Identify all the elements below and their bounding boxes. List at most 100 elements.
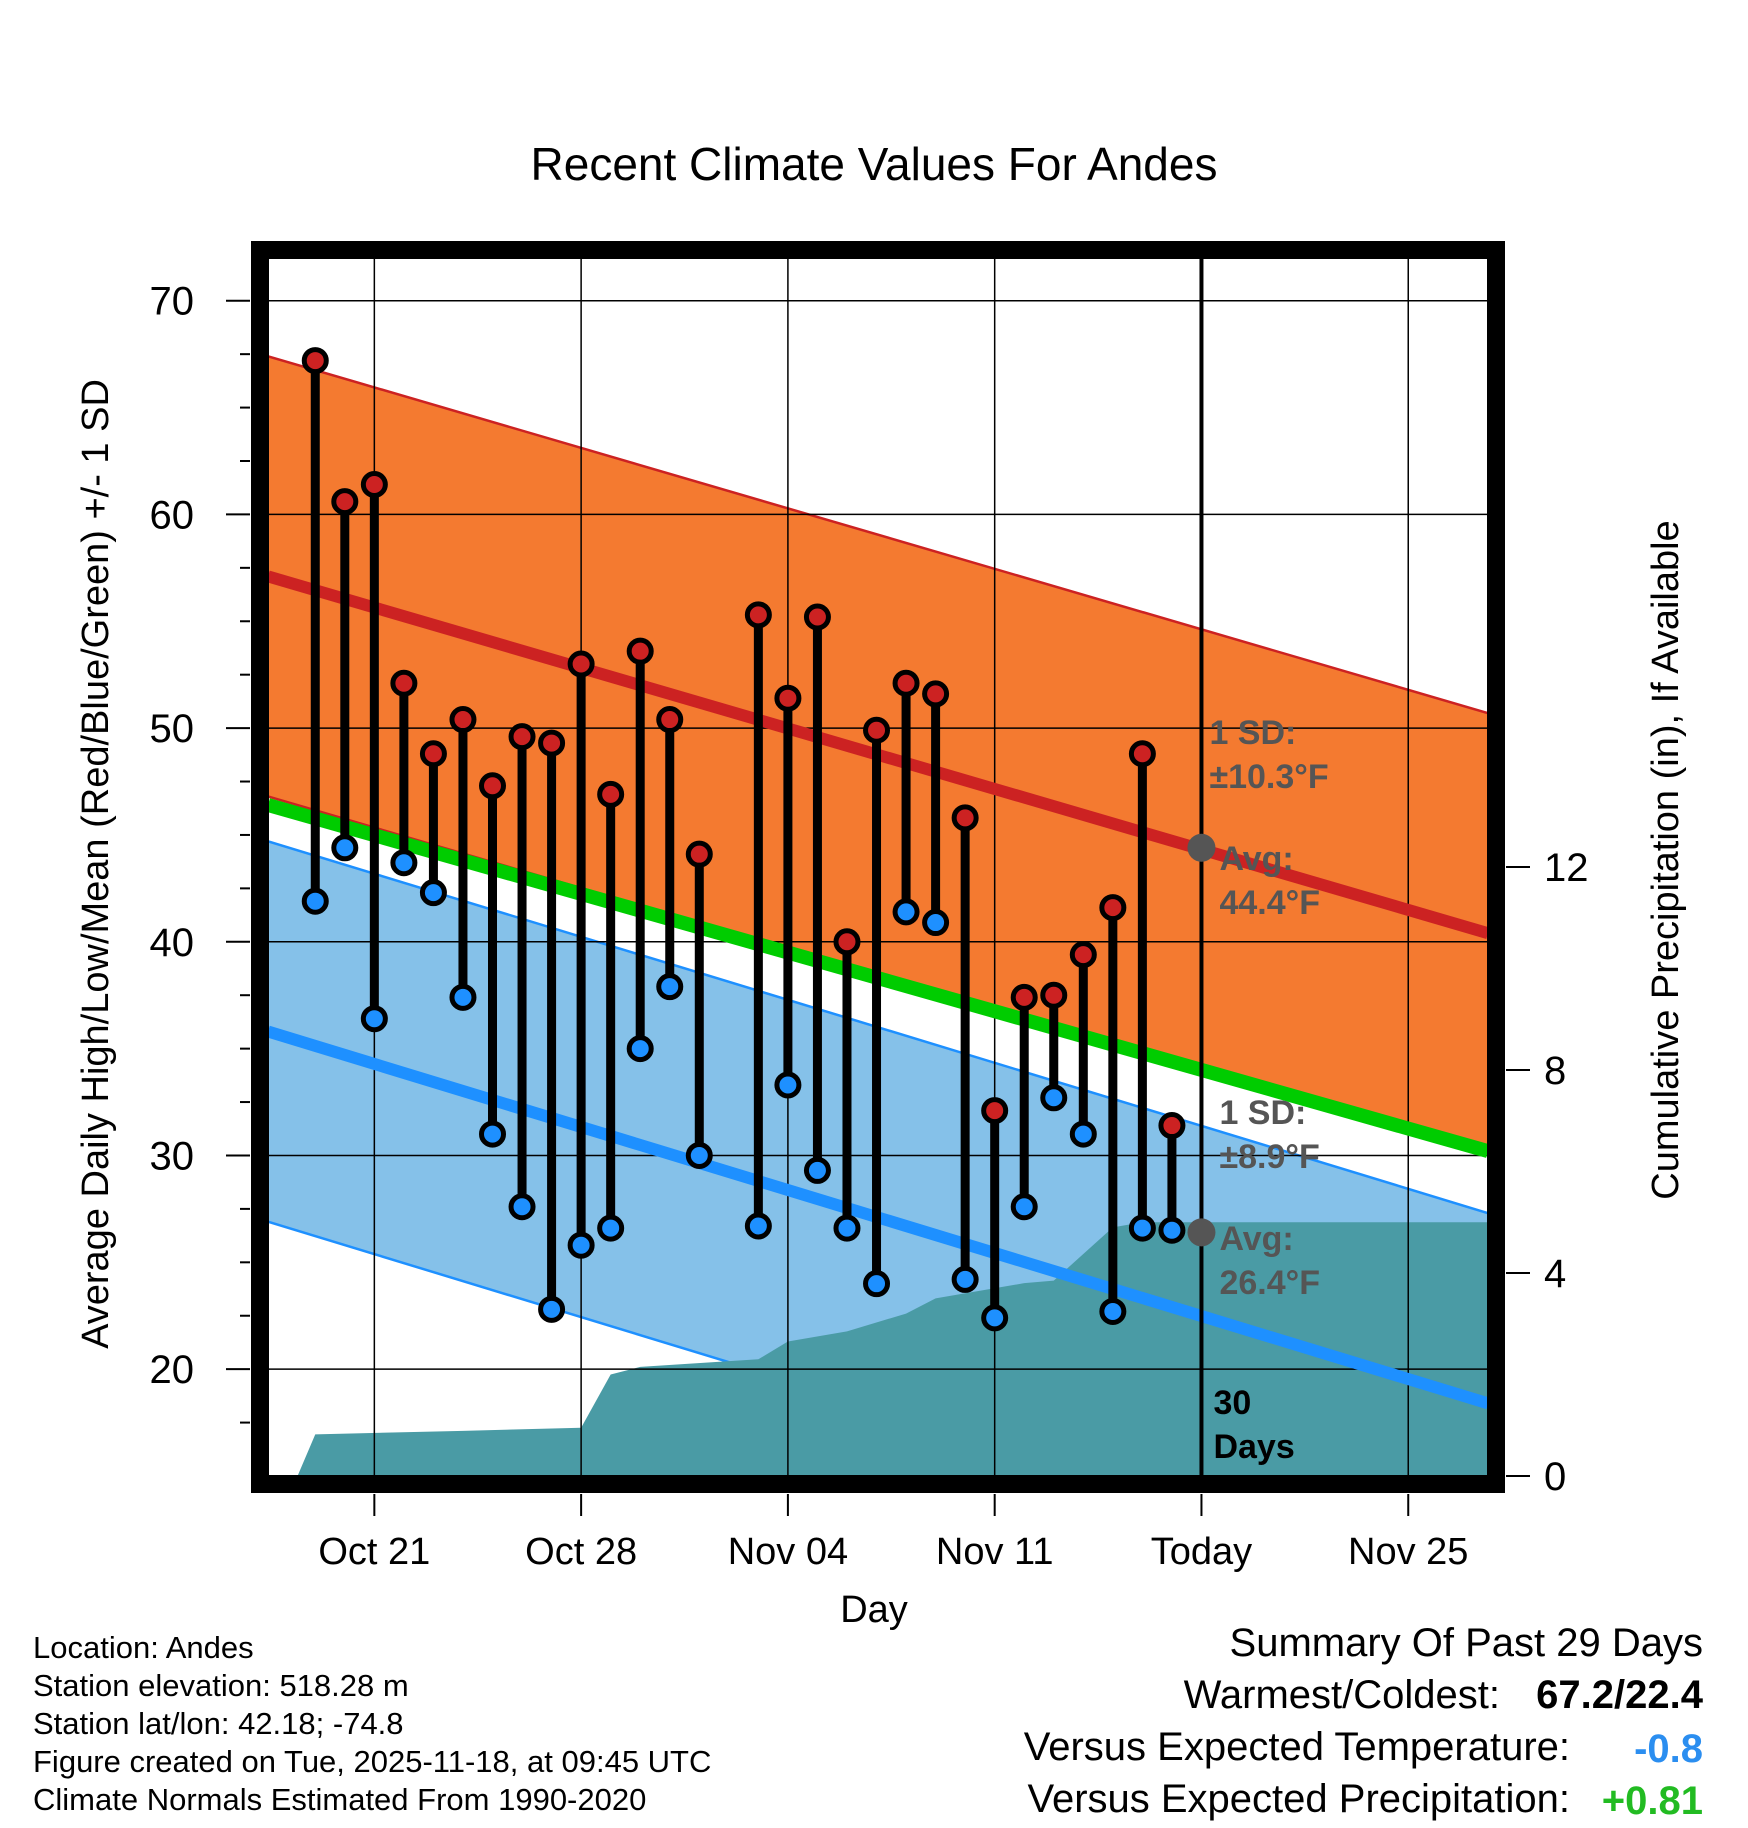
daily-high-point [981, 1097, 1009, 1125]
daily-low-point [863, 1270, 891, 1298]
daily-low-point [1158, 1216, 1186, 1244]
summary-panel: Summary Of Past 29 Days Warmest/Coldest:… [1024, 1621, 1704, 1823]
daily-low-point [1010, 1193, 1038, 1221]
daily-low-point [803, 1156, 831, 1184]
summary-precip-value: +0.81 [1602, 1779, 1703, 1823]
daily-high-point [685, 840, 713, 868]
daily-low-point [656, 973, 684, 1001]
x-tick-label: Nov 04 [728, 1531, 848, 1573]
daily-low-point [390, 849, 418, 877]
daily-high-point [1158, 1112, 1186, 1140]
info-latlon: Station lat/lon: 42.18; -74.8 [33, 1706, 404, 1741]
daily-low-point [508, 1193, 536, 1221]
high-sd-label: 1 SD: [1209, 714, 1296, 752]
daily-high-point [951, 804, 979, 832]
daily-low-point [1040, 1084, 1068, 1112]
daily-high-point [301, 347, 329, 375]
daily-low-point [744, 1212, 772, 1240]
high-sd-upper-edge [268, 355, 1488, 715]
daily-high-point [567, 650, 595, 678]
y-axis-label: Average Daily High/Low/Mean (Red/Blue/Gr… [75, 379, 117, 1349]
today-days-unit: Days [1213, 1428, 1294, 1466]
daily-low-point [981, 1304, 1009, 1332]
low-avg-label: Avg: [1219, 1220, 1293, 1258]
chart-title: Recent Climate Values For Andes [531, 138, 1218, 190]
summary-warm-cold-label: Warmest/Coldest: [1184, 1673, 1500, 1717]
daily-low-point [774, 1071, 802, 1099]
daily-low-point [685, 1141, 713, 1169]
y-tick-label: 60 [150, 493, 195, 537]
daily-low-point [301, 887, 329, 915]
daily-high-point [508, 723, 536, 751]
daily-high-point [419, 740, 447, 768]
high-avg-label: Avg: [1219, 840, 1293, 878]
low-avg-value: 26.4°F [1219, 1264, 1320, 1302]
daily-low-point [626, 1035, 654, 1063]
y2-tick-label: 4 [1544, 1252, 1566, 1296]
daily-high-point [479, 772, 507, 800]
x-tick-label: Today [1151, 1531, 1252, 1573]
high-sd-value: ±10.3°F [1209, 758, 1328, 796]
info-normals: Climate Normals Estimated From 1990-2020 [33, 1782, 646, 1817]
daily-high-point [833, 928, 861, 956]
daily-low-point [331, 834, 359, 862]
y-tick-label: 20 [150, 1348, 195, 1392]
y2-axis-label: Cumulative Precipitation (in), If Availa… [1645, 520, 1687, 1199]
daily-low-point [597, 1214, 625, 1242]
daily-high-point [744, 601, 772, 629]
summary-title: Summary Of Past 29 Days [1230, 1621, 1703, 1665]
plot-frame [251, 241, 1505, 1493]
today-low-average-marker [1187, 1218, 1216, 1247]
daily-high-point [1128, 740, 1156, 768]
daily-high-point [1069, 941, 1097, 969]
daily-low-point [1128, 1214, 1156, 1242]
daily-high-point [360, 471, 388, 499]
daily-high-point [656, 706, 684, 734]
y2-tick-label: 12 [1544, 846, 1589, 890]
daily-high-point [803, 603, 831, 631]
daily-low-point [479, 1120, 507, 1148]
daily-high-point [626, 637, 654, 665]
precipitation-area [297, 1222, 1488, 1476]
daily-low-point [567, 1231, 595, 1259]
today-days-count: 30 [1213, 1384, 1251, 1422]
y2-tick-label: 0 [1544, 1455, 1566, 1499]
summary-precip-label: Versus Expected Precipitation: [1027, 1777, 1570, 1821]
x-axis-label: Day [840, 1589, 908, 1631]
daily-low-point [419, 879, 447, 907]
daily-high-point [1099, 894, 1127, 922]
daily-high-point [449, 706, 477, 734]
info-elevation: Station elevation: 518.28 m [33, 1668, 409, 1703]
daily-low-point [951, 1265, 979, 1293]
y-tick-label: 50 [150, 707, 195, 751]
daily-high-point [1010, 983, 1038, 1011]
daily-low-point [360, 1005, 388, 1033]
daily-high-point [538, 729, 566, 757]
daily-low-point [1099, 1297, 1127, 1325]
x-tick-label: Nov 11 [936, 1531, 1054, 1573]
daily-high-point [331, 488, 359, 516]
summary-warm-cold-value: 67.2/22.4 [1536, 1673, 1704, 1717]
x-tick-label: Oct 28 [525, 1531, 637, 1573]
y-tick-label: 70 [150, 280, 195, 324]
daily-low-point [922, 909, 950, 937]
daily-high-point [390, 669, 418, 697]
high-avg-value: 44.4°F [1219, 884, 1320, 922]
daily-low-point [449, 983, 477, 1011]
x-tick-label: Oct 21 [318, 1531, 430, 1573]
daily-high-point [863, 716, 891, 744]
daily-low-point [1069, 1120, 1097, 1148]
daily-low-point [538, 1295, 566, 1323]
y-tick-label: 40 [150, 921, 195, 965]
station-info: Location: Andes Station elevation: 518.2… [33, 1630, 711, 1817]
daily-high-point [922, 680, 950, 708]
low-sd-label: 1 SD: [1219, 1094, 1306, 1132]
y2-tick-label: 8 [1544, 1049, 1566, 1093]
today-high-average-marker [1187, 833, 1216, 862]
daily-high-point [892, 669, 920, 697]
daily-low-point [892, 898, 920, 926]
low-sd-value: ±8.9°F [1219, 1138, 1319, 1176]
daily-high-point [597, 780, 625, 808]
daily-high-point [1040, 981, 1068, 1009]
